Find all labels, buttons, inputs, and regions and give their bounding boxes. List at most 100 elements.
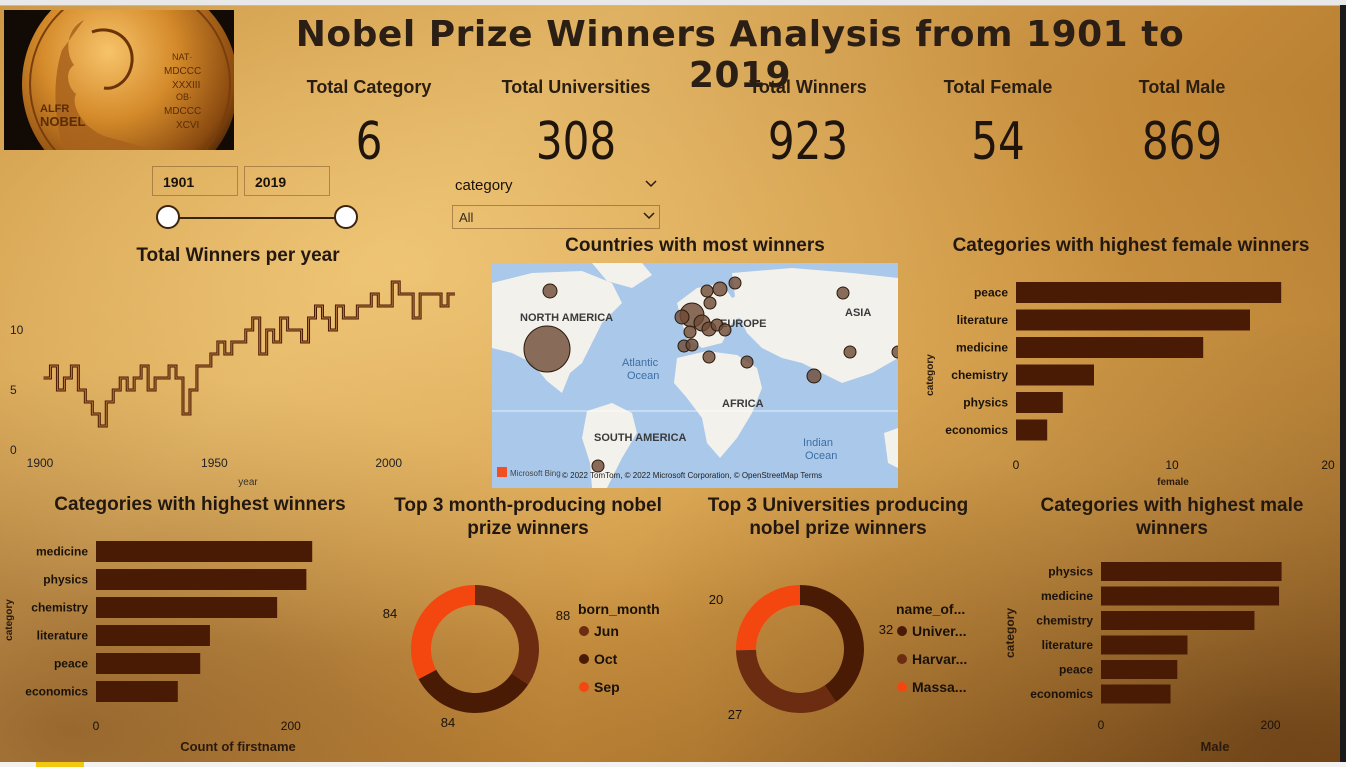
line-chart-title: Total Winners per year (136, 245, 340, 266)
bar (1016, 337, 1204, 358)
map-bing-logo: Microsoft Bing (510, 469, 561, 478)
y-axis-label: category (925, 354, 936, 396)
donut-slice (418, 669, 529, 713)
donut-value-label: 88 (556, 608, 570, 623)
kpi-total-male: Total Male 869 (1118, 77, 1246, 172)
bar (1016, 392, 1063, 413)
y-tick-label: 10 (10, 323, 24, 337)
legend-marker (579, 654, 589, 664)
legend-label: Sep (594, 679, 620, 695)
x-tick-label: 200 (1261, 718, 1281, 732)
page-title: Nobel Prize Winners Analysis from 1901 t… (295, 14, 1185, 96)
bar (1101, 660, 1178, 679)
map-label-indian-ocean: Ocean (805, 450, 837, 462)
bar (96, 597, 278, 618)
map-label-asia: ASIA (845, 307, 871, 319)
legend-label: Univer... (912, 623, 966, 639)
donut-slice (736, 585, 800, 651)
y-tick-label: 0 (10, 443, 17, 457)
university-donut-chart[interactable]: 32 27 20 name_of... Univer... Harvar... Massa.… (700, 575, 1000, 740)
legend-label: Massa... (912, 679, 966, 695)
svg-text:MDCCC: MDCCC (164, 106, 201, 117)
month-donut-chart[interactable]: 88 84 84 born_month Jun Oct Sep (375, 575, 675, 740)
winners-series-line (43, 280, 455, 428)
nobel-medal-image: ALFR NOBEL NAT· MDCCC XXXIII OB· MDCCC X… (4, 10, 234, 150)
bar (96, 541, 313, 562)
category-winners-bar-chart[interactable]: medicine physics chemistry literature peace e… (0, 525, 360, 757)
kpi-label: Total Female (943, 77, 1053, 97)
year-end-input[interactable]: 2019 (244, 166, 330, 196)
map-label-africa: AFRICA (722, 398, 764, 410)
male-winners-bar-chart[interactable]: physics medicine chemistry literature peace e… (1000, 555, 1336, 757)
map-label-atlantic-ocean: Ocean (627, 370, 659, 382)
category-filter-value: All (459, 210, 474, 225)
kpi-total-female: Total Female 54 (932, 77, 1064, 172)
legend-label: Jun (594, 623, 619, 639)
svg-text:NAT·: NAT· (172, 52, 192, 62)
kpi-total-category: Total Category 6 (300, 77, 438, 172)
female-winners-bar-chart[interactable]: peace literature medicine chemistry physics e… (918, 270, 1338, 490)
svg-text:XXXIII: XXXIII (172, 80, 200, 91)
kpi-value: 923 (767, 112, 849, 172)
bar (1101, 611, 1255, 630)
category-label: peace (974, 286, 1008, 300)
category-label: medicine (36, 545, 88, 559)
kpi-label: Total Male (1138, 77, 1226, 97)
kpi-value: 54 (971, 112, 1025, 172)
category-label: literature (37, 629, 89, 643)
bar (96, 625, 210, 646)
year-start-input[interactable]: 1901 (152, 166, 238, 196)
bar (1016, 282, 1282, 303)
chevron-down-icon[interactable] (643, 212, 655, 220)
legend-marker (897, 654, 907, 664)
winners-per-year-line-chart[interactable]: 0 5 10 1900 1950 2000 year (0, 270, 470, 490)
category-label: literature (1042, 638, 1094, 652)
kpi-label: Total Universities (501, 77, 651, 97)
y-axis-label: category (1003, 608, 1017, 658)
donut-value-label: 84 (441, 715, 455, 730)
category-label: economics (1030, 687, 1093, 701)
chevron-down-icon[interactable] (645, 180, 657, 188)
category-label: peace (1059, 663, 1093, 677)
legend-marker (579, 682, 589, 692)
x-tick-label: 10 (1165, 458, 1179, 472)
category-filter-label: category (455, 177, 513, 194)
map-label-europe: EUROPE (720, 318, 766, 330)
x-tick-label: 0 (1098, 718, 1105, 732)
bar (1101, 586, 1280, 606)
map-label-indian: Indian (803, 437, 833, 449)
svg-text:ALFR: ALFR (40, 103, 69, 115)
year-slider-end-handle[interactable] (334, 205, 358, 229)
map-label-atlantic: Atlantic (622, 357, 659, 369)
x-axis-label: Count of firstname (180, 739, 296, 754)
legend-label: Harvar... (912, 651, 967, 667)
month-donut-title: Top 3 month-producing nobel prize winner… (394, 495, 662, 539)
bar (1101, 635, 1188, 655)
countries-winners-map[interactable]: NORTH AMERICA EUROPE ASIA AFRICA SOUTH A… (492, 263, 898, 488)
year-slider-track[interactable] (168, 217, 346, 219)
bar (1016, 364, 1094, 386)
legend-title: name_of... (896, 601, 965, 617)
legend-title: born_month (578, 601, 660, 617)
category-label: literature (957, 313, 1009, 327)
year-slider-start-handle[interactable] (156, 205, 180, 229)
y-axis-label: category (4, 599, 15, 641)
y-tick-label: 5 (10, 383, 17, 397)
kpi-value: 869 (1141, 112, 1223, 172)
x-tick-label: 200 (281, 719, 301, 733)
x-tick-label: 0 (1013, 458, 1020, 472)
category-filter-dropdown[interactable]: All (452, 205, 660, 229)
male-chart-title: Categories with highest male winners (1040, 495, 1304, 539)
category-label: medicine (1041, 589, 1093, 603)
x-tick-label: 1950 (201, 456, 228, 470)
donut-slice (411, 585, 475, 680)
bar (96, 569, 307, 590)
kpi-value: 6 (355, 112, 383, 172)
kpi-total-universities: Total Universities 308 (496, 77, 656, 172)
x-axis-label: year (238, 477, 258, 488)
category-label: physics (1048, 565, 1093, 579)
active-page-tab[interactable] (36, 762, 84, 767)
bar (96, 653, 201, 674)
x-tick-label: 0 (93, 719, 100, 733)
legend-marker (579, 626, 589, 636)
